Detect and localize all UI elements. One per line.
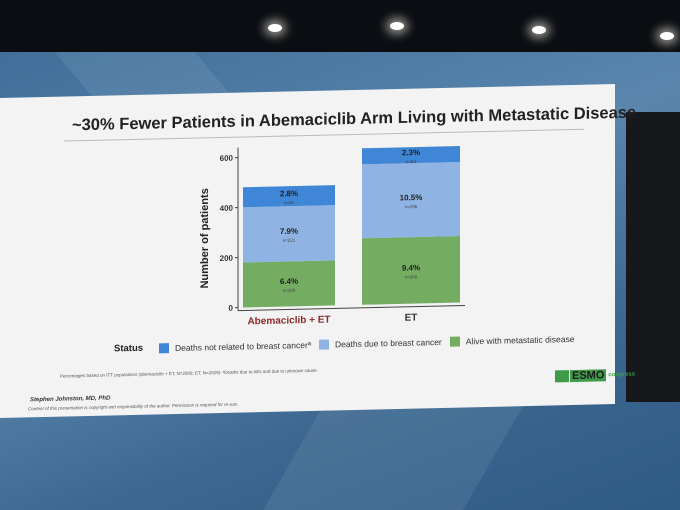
logo-text: ESMO [570, 369, 607, 383]
legend-swatch-alive [449, 336, 460, 347]
y-tick-label: 0 [229, 304, 234, 313]
bar-n-label: n=296 [405, 204, 418, 209]
ceiling-light [268, 24, 282, 32]
bar-n-label: n=64 [406, 159, 417, 164]
legend-title: Status [114, 342, 144, 355]
esmo-logo: ESMO congress [555, 369, 635, 383]
slide: ~30% Fewer Patients in Abemaciclib Arm L… [0, 84, 636, 418]
bar-percent-label: 2.8% [280, 189, 298, 198]
bar-percent-label: 2.3% [402, 148, 420, 157]
legend-label-alive: Alive with metastatic disease [465, 333, 575, 346]
bar-percent-label: 7.9% [280, 227, 298, 236]
ceiling-light [390, 22, 404, 30]
x-axis [238, 304, 465, 312]
legend-swatch-not-related [159, 342, 170, 353]
x-tick-label: Abemaciclib + ET [247, 315, 330, 328]
bar-n-label: n=80 [284, 200, 295, 205]
bar-n-label: n=266 [405, 274, 418, 279]
ceiling-light [532, 26, 546, 34]
bar-percent-label: 10.5% [400, 193, 423, 203]
y-tick-label: 200 [220, 254, 234, 263]
stacked-bar-chart: 0 200 400 600 Number of patients 6.4% n=180 7.9… [199, 146, 465, 328]
bar-n-label: n=180 [283, 288, 296, 293]
legend-swatch-due-to-bc [318, 339, 329, 350]
logo-mark [555, 370, 569, 383]
bar-segment [243, 205, 335, 263]
bar-percent-label: 6.4% [280, 277, 298, 286]
y-axis-label: Number of patients [199, 188, 211, 288]
y-tick-label: 600 [220, 154, 234, 163]
bar-n-label: n=221 [283, 238, 296, 243]
y-tick-label: 400 [220, 204, 234, 213]
bar-segment [362, 236, 460, 305]
legend-label-due-to-bc: Deaths due to breast cancer [334, 336, 442, 349]
bar-segment [243, 260, 335, 308]
bar-percent-label: 9.4% [402, 263, 420, 272]
bar-segment [362, 162, 460, 239]
x-tick-label: ET [405, 313, 418, 324]
bar-segment [243, 185, 335, 208]
logo-sub: congress [608, 371, 636, 379]
side-screen [626, 112, 680, 402]
ceiling-light [660, 32, 674, 40]
bar-segment [362, 146, 460, 165]
